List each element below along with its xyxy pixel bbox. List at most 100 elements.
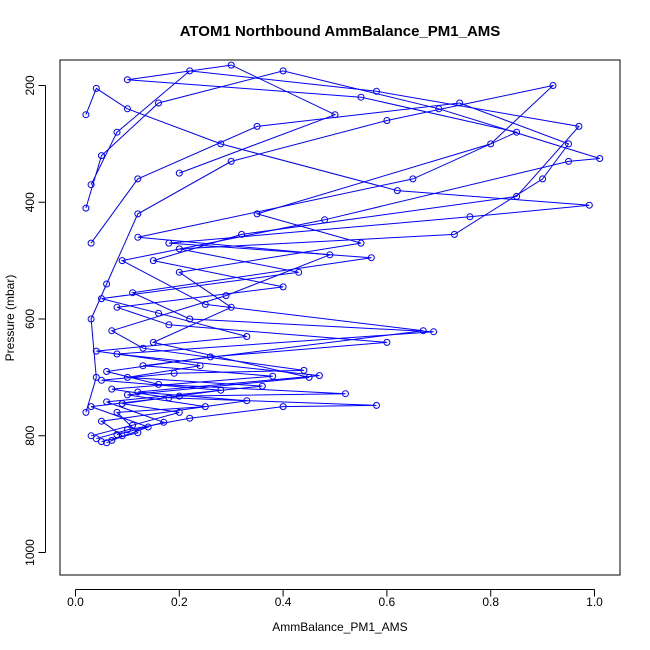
- series-line-4: [90, 70, 580, 441]
- data-point: [82, 204, 90, 212]
- y-tick-label: 200: [23, 75, 37, 95]
- data-point: [227, 157, 235, 165]
- data-point: [585, 201, 593, 209]
- data-point: [108, 327, 116, 335]
- data-point: [279, 67, 287, 75]
- data-point: [253, 210, 261, 218]
- data-point: [175, 268, 183, 276]
- data-point: [393, 187, 401, 195]
- data-point: [222, 292, 230, 300]
- data-point: [87, 239, 95, 247]
- data-point: [456, 99, 464, 107]
- y-axis: 200 400 600 800 1000: [23, 75, 46, 566]
- data-point: [175, 169, 183, 177]
- x-tick-label: 0.0: [67, 595, 84, 609]
- data-point: [175, 245, 183, 253]
- data-point: [575, 122, 583, 130]
- data-point: [98, 152, 105, 160]
- data-point: [87, 315, 95, 323]
- data-point: [300, 366, 308, 374]
- x-tick-label: 0.6: [379, 595, 396, 609]
- data-point: [227, 61, 235, 69]
- data-point: [87, 181, 95, 189]
- data-point: [279, 283, 287, 291]
- data-point: [269, 372, 277, 380]
- data-point: [315, 372, 323, 380]
- data-point: [98, 376, 105, 384]
- x-tick-label: 0.4: [275, 595, 292, 609]
- data-point: [98, 295, 105, 303]
- data-point: [134, 210, 142, 218]
- data-point: [103, 280, 111, 288]
- data-point: [118, 257, 126, 265]
- x-tick-label: 0.2: [171, 595, 188, 609]
- data-point: [196, 362, 204, 370]
- data-point: [134, 233, 142, 241]
- data-point: [539, 175, 547, 183]
- data-point: [513, 128, 521, 136]
- data-point: [160, 418, 168, 426]
- data-point: [155, 99, 162, 107]
- x-axis: 0.0 0.2 0.4 0.6 0.8 1.0: [67, 589, 603, 609]
- y-tick-label: 1000: [23, 539, 37, 566]
- data-point: [98, 417, 105, 425]
- data-point: [113, 128, 121, 136]
- data-point: [487, 140, 495, 148]
- y-tick-label: 800: [23, 425, 37, 445]
- data-point: [295, 268, 303, 276]
- data-point: [596, 155, 604, 162]
- data-point: [98, 438, 105, 446]
- y-axis-label: Pressure (mbar): [3, 275, 17, 362]
- data-point: [103, 398, 111, 406]
- plot-area-border: [59, 59, 621, 576]
- data-point: [373, 87, 380, 95]
- data-point: [243, 333, 251, 340]
- data-point: [549, 82, 557, 89]
- data-point: [103, 368, 111, 375]
- data-point: [373, 401, 380, 409]
- y-tick-label: 400: [23, 192, 37, 212]
- data-point: [165, 321, 173, 329]
- data-point: [92, 373, 100, 381]
- data-point: [186, 414, 194, 422]
- data-point: [341, 390, 349, 398]
- data-point: [129, 289, 137, 297]
- chart-title: ATOM1 Northbound AmmBalance_PM1_AMS: [180, 23, 501, 40]
- data-point: [82, 111, 90, 119]
- series-line-3: [85, 87, 590, 444]
- y-tick-label: 600: [23, 309, 37, 329]
- data-point: [565, 157, 572, 165]
- data-point: [186, 315, 194, 323]
- data-point: [279, 403, 287, 411]
- data-point: [201, 300, 209, 308]
- data-point: [92, 84, 100, 92]
- series-line-2: [85, 70, 600, 440]
- data-point: [409, 175, 417, 183]
- data-point: [113, 303, 121, 311]
- data-point: [565, 140, 572, 148]
- data-point: [149, 257, 157, 265]
- data-point: [357, 239, 365, 247]
- series-line-1: [85, 84, 555, 443]
- data-point: [253, 122, 261, 130]
- data-point: [87, 403, 95, 411]
- data-point: [108, 385, 116, 393]
- data-point: [513, 192, 521, 200]
- data-point: [123, 373, 131, 381]
- x-tick-label: 1.0: [586, 595, 603, 609]
- data-point: [238, 230, 246, 238]
- x-axis-label: AmmBalance_PM1_AMS: [272, 620, 407, 634]
- series-line-5: [90, 64, 519, 437]
- x-tick-label: 0.8: [482, 595, 499, 609]
- data-point: [123, 76, 131, 84]
- data-point: [155, 309, 162, 317]
- data-point: [87, 432, 95, 440]
- data-point: [243, 397, 251, 405]
- data-point: [134, 388, 142, 396]
- data-point: [129, 421, 137, 429]
- data-point: [326, 251, 334, 259]
- data-point: [383, 338, 391, 346]
- data-point: [113, 431, 121, 439]
- data-point: [466, 213, 474, 221]
